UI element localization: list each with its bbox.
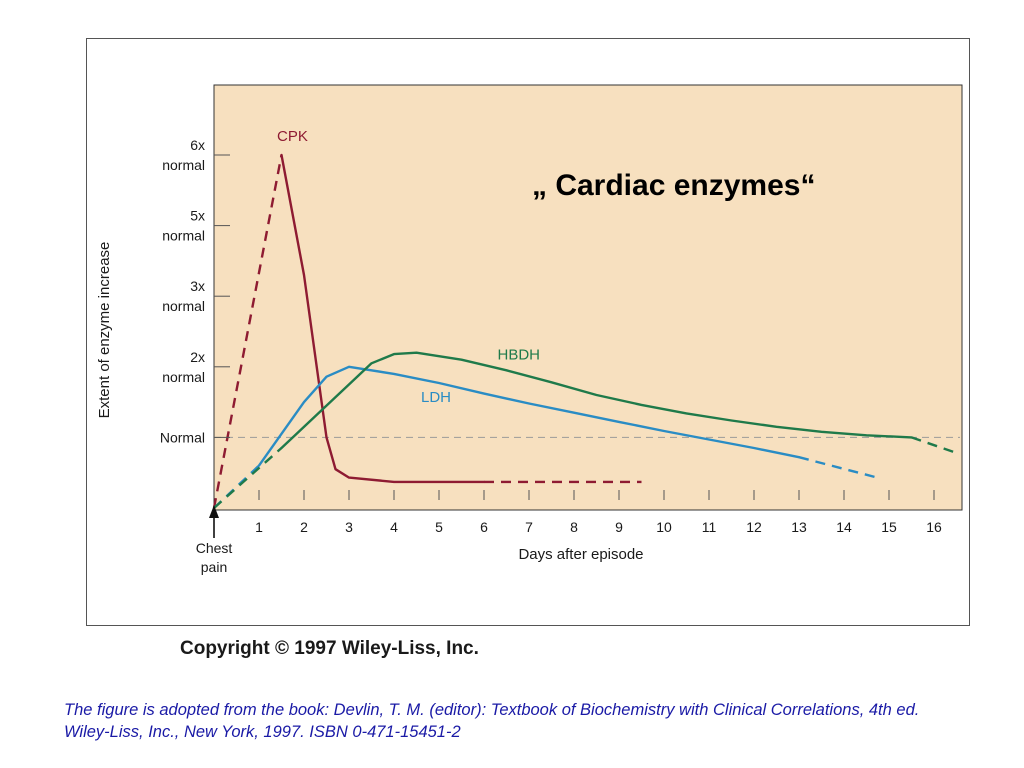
ldh-dashed-segment-1 — [213, 464, 260, 509]
y-tick-label-5: 6x normal — [162, 137, 205, 173]
source-note: The figure is adopted from the book: Dev… — [64, 701, 920, 741]
x-tick-label-8: 8 — [570, 519, 578, 535]
cpk-series-label: CPK — [277, 128, 308, 145]
x-tick-label-12: 12 — [746, 519, 762, 535]
x-tick-label-9: 9 — [615, 519, 623, 535]
y-tick-label-4: 5x normal — [162, 208, 205, 244]
x-tick-label-16: 16 — [926, 519, 942, 535]
ldh-series-label: LDH — [421, 389, 451, 406]
x-tick-label-7: 7 — [525, 519, 533, 535]
ldh-dashed-segment-2 — [798, 456, 881, 480]
copyright-notice: Copyright © 1997 Wiley-Liss, Inc. — [180, 638, 479, 659]
chart-title: „ Cardiac enzymes“ — [532, 169, 815, 202]
x-tick-label-13: 13 — [791, 519, 807, 535]
cpk-series-line — [280, 153, 486, 484]
y-tick-label-3: 3x normal — [162, 278, 205, 314]
x-tick-label-14: 14 — [836, 519, 852, 535]
x-axis-label: Days after episode — [518, 546, 643, 563]
origin-arrow-head — [209, 505, 219, 518]
x-tick-label-15: 15 — [881, 519, 897, 535]
hbdh-series-line — [280, 351, 913, 450]
x-tick-label-1: 1 — [255, 519, 263, 535]
x-tick-label-2: 2 — [300, 519, 308, 535]
hbdh-series-label: HBDH — [498, 347, 541, 364]
y-axis-label: Extent of enzyme increase — [96, 242, 113, 419]
x-tick-label-4: 4 — [390, 519, 398, 535]
chest-pain-label: Chest pain — [196, 540, 233, 575]
hbdh-dashed-segment-1 — [213, 447, 283, 509]
x-tick-label-6: 6 — [480, 519, 488, 535]
ldh-series-line — [257, 365, 801, 467]
x-tick-label-5: 5 — [435, 519, 443, 535]
plot-area — [213, 84, 963, 511]
x-tick-label-11: 11 — [702, 519, 717, 535]
cpk-dashed-segment-1 — [212, 154, 283, 509]
y-tick-label-2: 2x normal — [162, 349, 205, 385]
x-tick-label-3: 3 — [345, 519, 353, 535]
y-tick-label-1: Normal — [160, 429, 205, 445]
hbdh-dashed-segment-2 — [911, 436, 957, 455]
x-tick-label-10: 10 — [656, 519, 672, 535]
